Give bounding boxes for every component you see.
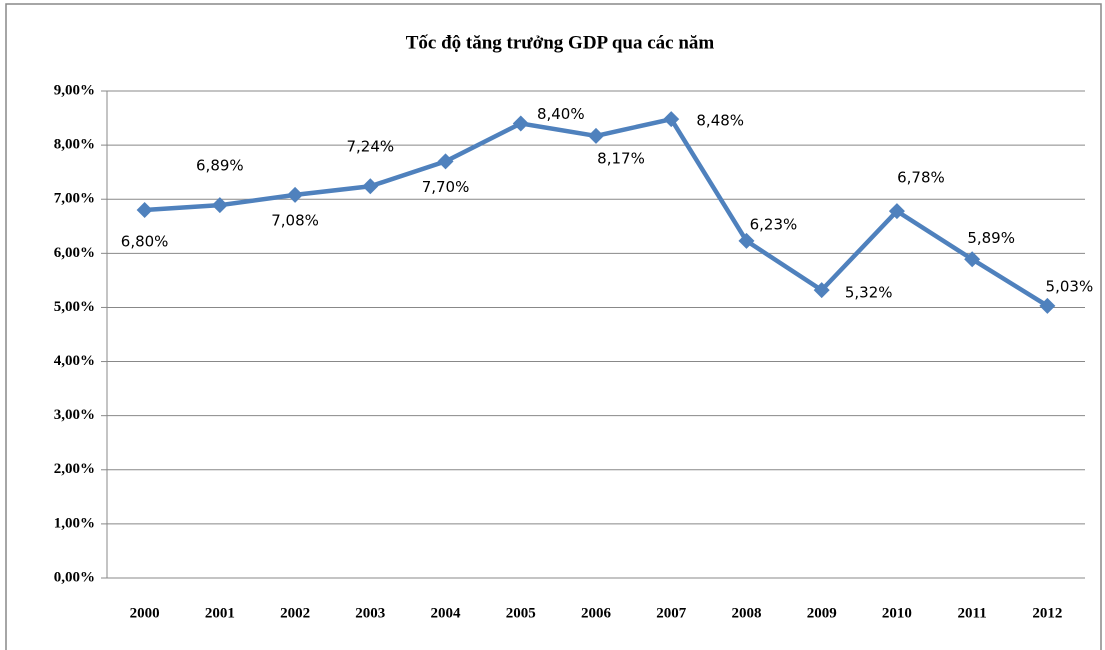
data-label: 6,78% — [897, 169, 945, 187]
x-tick-label: 2001 — [205, 605, 235, 621]
data-label: 6,89% — [196, 157, 244, 175]
x-tick-label: 2005 — [506, 605, 536, 621]
data-label: 8,40% — [537, 105, 585, 123]
data-label: 6,80% — [121, 233, 169, 251]
marker — [437, 153, 454, 170]
marker — [888, 203, 905, 220]
marker — [287, 186, 304, 203]
y-tick-label: 2,00% — [54, 461, 95, 477]
y-tick-label: 8,00% — [54, 137, 95, 153]
data-label: 8,17% — [597, 149, 645, 167]
y-tick-label: 4,00% — [54, 353, 95, 369]
x-tick-label: 2000 — [130, 605, 160, 621]
chart-title: Tốc độ tăng trưởng GDP qua các năm — [406, 32, 715, 53]
data-label: 7,70% — [422, 178, 470, 196]
x-tick-label: 2007 — [656, 605, 687, 621]
marker — [738, 232, 755, 249]
y-tick-label: 0,00% — [54, 569, 95, 585]
chart-frame — [5, 3, 1102, 650]
x-tick-label: 2012 — [1032, 605, 1062, 621]
marker — [588, 127, 604, 144]
y-tick-label: 5,00% — [54, 299, 95, 315]
x-tick-label: 2009 — [807, 605, 837, 621]
data-label: 8,48% — [696, 112, 744, 130]
x-tick-label: 2003 — [355, 605, 385, 621]
x-tick-label: 2006 — [581, 605, 612, 621]
data-label: 7,24% — [346, 138, 394, 156]
data-label: 5,89% — [967, 229, 1015, 247]
data-label: 7,08% — [271, 211, 319, 229]
marker — [1039, 297, 1056, 314]
marker — [136, 202, 153, 219]
data-label: 5,32% — [845, 284, 893, 302]
x-tick-label: 2011 — [958, 605, 987, 621]
marker — [663, 111, 680, 128]
marker — [211, 197, 228, 214]
x-tick-label: 2004 — [431, 605, 462, 621]
marker — [512, 115, 529, 132]
y-tick-label: 9,00% — [54, 82, 95, 98]
y-tick-label: 6,00% — [54, 245, 95, 261]
marker — [964, 251, 981, 268]
y-tick-label: 1,00% — [54, 515, 95, 531]
data-label: 6,23% — [750, 215, 798, 233]
x-tick-label: 2010 — [882, 605, 912, 621]
marker — [362, 178, 379, 195]
y-tick-label: 3,00% — [54, 407, 95, 423]
data-label: 5,03% — [1046, 277, 1094, 295]
x-tick-label: 2002 — [280, 605, 310, 621]
marker — [813, 282, 830, 299]
y-tick-label: 7,00% — [54, 191, 95, 207]
x-tick-label: 2008 — [731, 605, 761, 621]
